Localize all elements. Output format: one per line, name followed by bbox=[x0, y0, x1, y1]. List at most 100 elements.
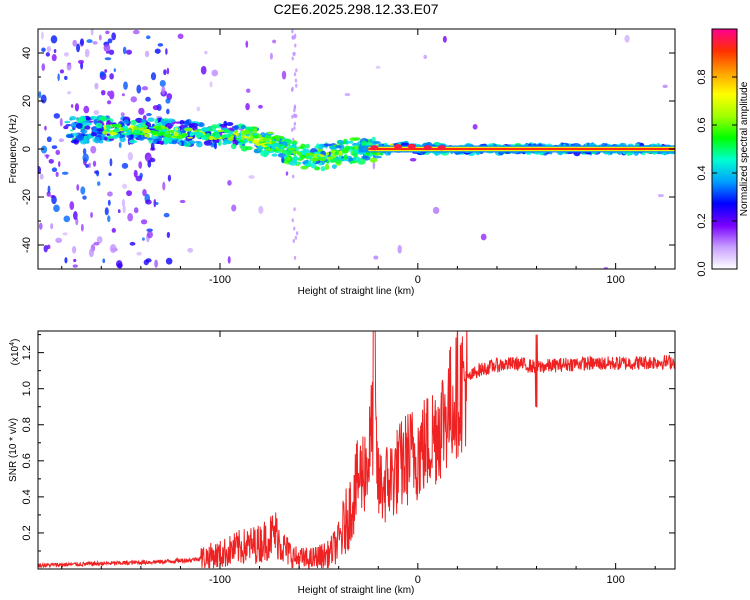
noise-blob bbox=[61, 171, 69, 175]
noise-blob bbox=[126, 49, 133, 55]
ridge-blob bbox=[318, 143, 324, 150]
ridge-core bbox=[191, 131, 199, 135]
ridge-blob bbox=[240, 145, 248, 152]
snr-panel: -100 0 100 0.2 0.4 0.6 0.8 1.0 1.2 Height of str… bbox=[8, 330, 676, 596]
noise-blob bbox=[104, 207, 109, 216]
noise-blob bbox=[161, 86, 166, 95]
colorbar: 0.0 0.2 0.4 0.6 0.8 Normalized spectral ampl… bbox=[696, 28, 750, 277]
ridge-blob bbox=[90, 132, 98, 137]
ridge-blob bbox=[371, 136, 376, 143]
ridge-core bbox=[102, 130, 108, 135]
colorbar-frame bbox=[711, 28, 738, 270]
chart-title: C2E6.2025.298.12.33.E07 bbox=[273, 1, 438, 17]
noise-blob bbox=[48, 158, 54, 164]
noise-blob bbox=[96, 170, 100, 177]
ridge-blob bbox=[401, 142, 409, 147]
ridge-core bbox=[258, 134, 262, 138]
noise-blob bbox=[47, 185, 51, 194]
noise-blob bbox=[204, 50, 208, 55]
noise-blob bbox=[38, 91, 42, 99]
ridge-blob bbox=[171, 140, 178, 145]
noise-blob bbox=[141, 86, 149, 91]
peak-blob bbox=[437, 145, 446, 151]
ridge-blob bbox=[80, 129, 88, 134]
y-tick-label: 0 bbox=[21, 146, 33, 152]
ridge-core bbox=[316, 154, 320, 158]
noise-blob bbox=[154, 48, 161, 54]
noise-blob bbox=[40, 31, 44, 40]
ridge-blob bbox=[348, 157, 354, 162]
ridge-core bbox=[150, 130, 159, 136]
noise-blob bbox=[372, 161, 376, 170]
ridge-core bbox=[130, 132, 138, 135]
ridge-blob bbox=[158, 140, 165, 145]
noise-blob bbox=[152, 104, 160, 111]
noise-blob bbox=[293, 207, 296, 212]
noise-blob bbox=[291, 218, 294, 223]
noise-blob bbox=[83, 105, 90, 114]
noise-blob bbox=[165, 257, 173, 265]
noise-blob bbox=[442, 35, 447, 43]
noise-blob bbox=[116, 262, 123, 269]
noise-blob bbox=[257, 104, 263, 109]
ridge-blob bbox=[369, 157, 378, 163]
noise-blob bbox=[132, 29, 140, 35]
peak-blob bbox=[370, 145, 379, 151]
noise-blob bbox=[432, 206, 440, 215]
noise-blob bbox=[163, 69, 167, 76]
noise-blob bbox=[76, 43, 81, 53]
noise-blob bbox=[45, 154, 49, 159]
noise-blob bbox=[88, 162, 91, 168]
ridge-blob bbox=[373, 155, 383, 159]
snr-xlabel: Height of straight line (km) bbox=[298, 585, 415, 596]
ridge-blob bbox=[72, 132, 79, 137]
ridge-blob bbox=[135, 117, 144, 123]
ridge-blob bbox=[65, 134, 75, 139]
y-tick-label: 40 bbox=[21, 47, 33, 59]
noise-blob bbox=[120, 112, 125, 117]
ridge-core bbox=[287, 147, 296, 151]
noise-blob bbox=[45, 52, 50, 57]
noise-blob bbox=[209, 81, 213, 88]
noise-blob bbox=[38, 222, 43, 230]
noise-blob bbox=[166, 108, 170, 115]
noise-blob bbox=[154, 201, 159, 206]
noise-blob bbox=[92, 41, 98, 45]
noise-blob bbox=[163, 212, 170, 218]
noise-blob bbox=[111, 32, 116, 41]
noise-blob bbox=[285, 171, 289, 176]
y-tick-label: -20 bbox=[21, 189, 33, 205]
noise-blob bbox=[200, 65, 207, 75]
noise-blob bbox=[44, 125, 47, 131]
ridge-blob bbox=[288, 160, 298, 166]
ridge-core bbox=[208, 135, 212, 141]
ridge-blob bbox=[94, 136, 101, 144]
noise-blob bbox=[73, 211, 78, 220]
noise-blob bbox=[99, 71, 105, 77]
ridge-blob bbox=[147, 117, 155, 123]
noise-blob bbox=[107, 199, 111, 206]
noise-blob bbox=[142, 189, 147, 197]
noise-blob bbox=[93, 109, 100, 115]
ridge-blob bbox=[104, 136, 108, 141]
ridge-blob bbox=[197, 122, 205, 128]
noise-blob bbox=[138, 161, 143, 169]
noise-blob bbox=[291, 127, 294, 132]
snr-scale-label: (x104) bbox=[9, 339, 21, 366]
noise-blob bbox=[58, 160, 61, 168]
ridge-blob bbox=[350, 160, 358, 164]
ridge-core bbox=[122, 125, 129, 130]
ridge-core bbox=[271, 145, 276, 150]
noise-blob bbox=[46, 136, 52, 143]
ridge-blob bbox=[226, 121, 234, 127]
noise-blob bbox=[69, 201, 75, 211]
noise-blob bbox=[291, 35, 294, 40]
ridge-blob bbox=[190, 122, 199, 128]
noise-blob bbox=[50, 223, 54, 230]
noise-blob bbox=[480, 233, 487, 241]
ridge-core bbox=[246, 138, 254, 141]
noise-blob bbox=[108, 49, 115, 55]
noise-blob bbox=[165, 48, 168, 55]
y-tick-label: 1.2 bbox=[21, 345, 33, 360]
ridge-blob bbox=[345, 140, 350, 145]
